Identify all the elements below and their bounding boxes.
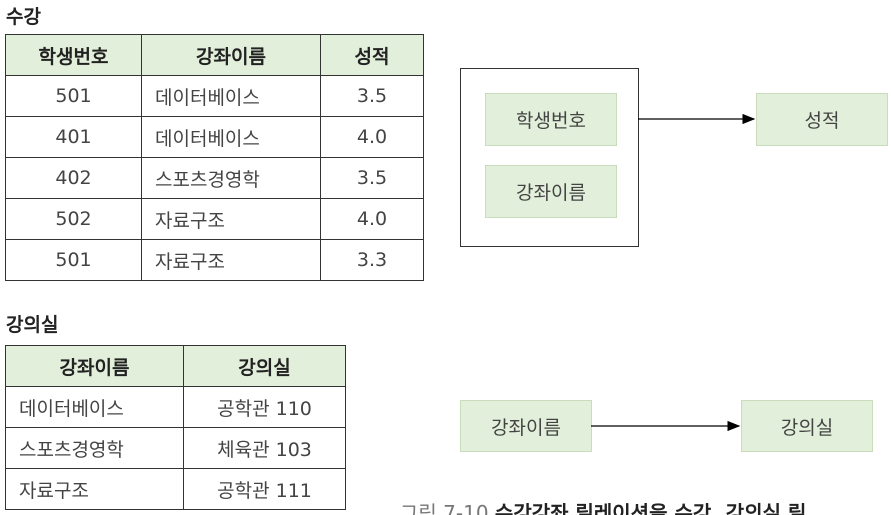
table-title: 수강	[6, 6, 41, 28]
header-row: 학생번호 강좌이름 성적	[5, 34, 424, 76]
table: 학생번호 강좌이름 성적 501 데이터베이스 3.5 401 데이터베이스 4.0 402…	[5, 34, 424, 281]
cell: 501	[5, 239, 142, 281]
cell: 공학관 111	[183, 468, 346, 510]
cell: 3.3	[320, 239, 424, 281]
cell: 데이터베이스	[141, 116, 321, 158]
cell: 공학관 110	[183, 386, 346, 428]
header-row: 강좌이름 강의실	[5, 345, 346, 387]
cell: 스포츠경영학	[141, 157, 321, 199]
cell: 데이터베이스	[141, 75, 321, 117]
header-cell: 성적	[320, 34, 424, 76]
node: 강좌이름	[460, 400, 592, 452]
cell: 3.5	[320, 75, 424, 117]
row: 501 데이터베이스 3.5	[5, 75, 424, 117]
row: 스포츠경영학 체육관 103	[5, 427, 346, 469]
header-cell: 강의실	[183, 345, 346, 387]
cell: 402	[5, 157, 142, 199]
group-box	[460, 68, 639, 247]
node: 성적	[756, 93, 888, 146]
node: 강의실	[741, 400, 873, 452]
cell: 체육관 103	[183, 427, 346, 469]
node: 강좌이름	[485, 165, 617, 218]
cell: 자료구조	[5, 468, 184, 510]
row: 데이터베이스 공학관 110	[5, 386, 346, 428]
cell: 자료구조	[141, 239, 321, 281]
row: 401 데이터베이스 4.0	[5, 116, 424, 158]
table-title: 강의실	[6, 314, 59, 336]
row: 자료구조 공학관 111	[5, 468, 346, 510]
caption: 그림 7-10 수강강좌 릴레이션을 수강, 강의실 릴	[400, 497, 806, 515]
cell: 스포츠경영학	[5, 427, 184, 469]
row: 402 스포츠경영학 3.5	[5, 157, 424, 199]
node: 학생번호	[485, 93, 617, 146]
header-cell: 강좌이름	[141, 34, 321, 76]
caption-text: 수강강좌 릴레이션을 수강, 강의실 릴	[494, 501, 807, 515]
cell: 데이터베이스	[5, 386, 184, 428]
cell: 자료구조	[141, 198, 321, 240]
table: 강좌이름 강의실 데이터베이스 공학관 110 스포츠경영학 체육관 103 자료구조 공…	[5, 345, 346, 510]
cell: 3.5	[320, 157, 424, 199]
row: 501 자료구조 3.3	[5, 239, 424, 281]
cell: 4.0	[320, 198, 424, 240]
cell: 501	[5, 75, 142, 117]
header-cell: 강좌이름	[5, 345, 184, 387]
caption-number: 그림 7-10	[400, 501, 489, 515]
